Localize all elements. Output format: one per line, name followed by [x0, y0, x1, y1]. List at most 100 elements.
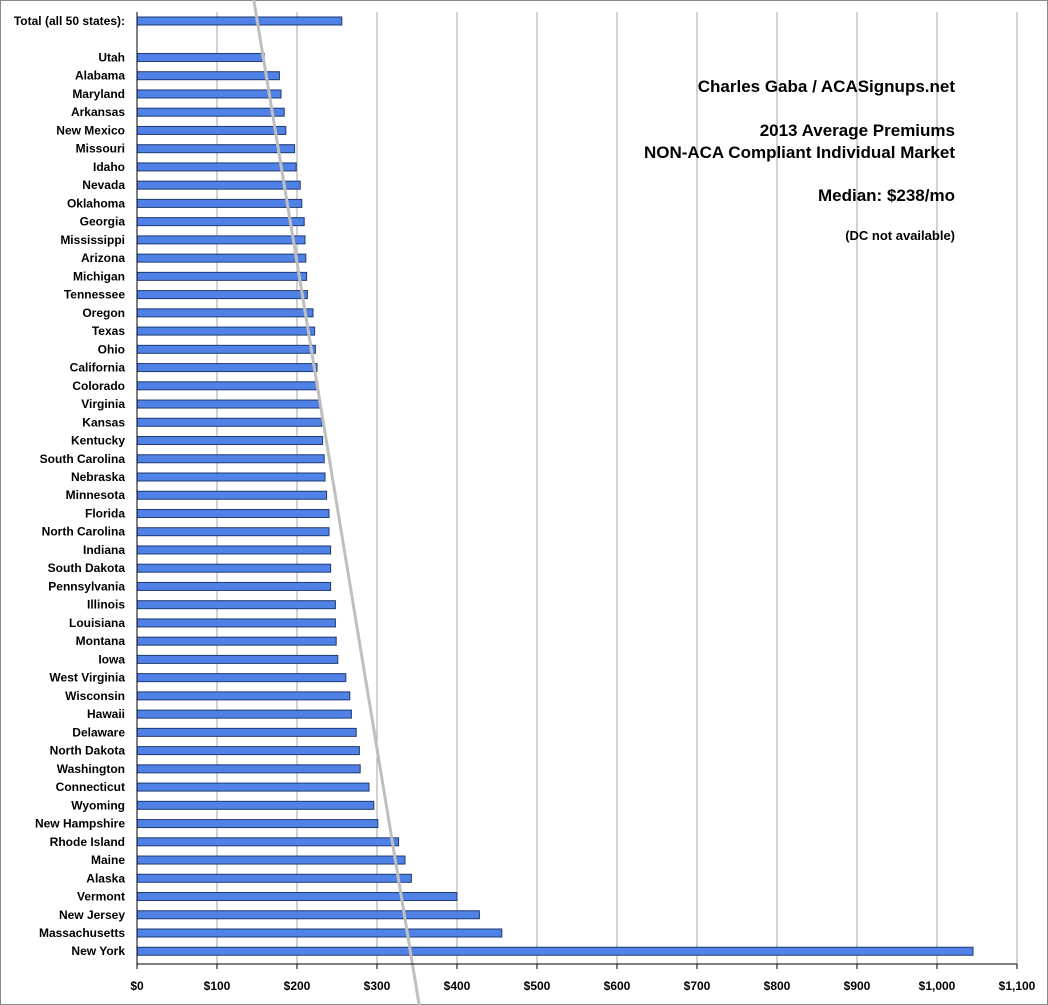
bar-maryland — [136, 89, 282, 99]
category-label: Kansas — [82, 415, 125, 429]
bar-minnesota — [136, 490, 328, 500]
bar-vermont — [136, 892, 458, 902]
category-label: Delaware — [72, 725, 125, 739]
category-label: Michigan — [73, 269, 125, 283]
category-label: West Virginia — [49, 671, 125, 685]
bar-virginia — [136, 399, 321, 409]
category-label: Mississippi — [60, 233, 125, 247]
category-label: New York — [71, 944, 125, 958]
category-label: Montana — [76, 634, 126, 648]
bar-alaska — [136, 873, 412, 883]
bar-iowa — [136, 654, 339, 664]
category-label: South Dakota — [48, 561, 126, 575]
bar-florida — [136, 508, 330, 518]
bar-arizona — [136, 253, 307, 263]
bar-oregon — [136, 308, 314, 318]
bar-louisiana — [136, 618, 336, 628]
category-label: North Dakota — [50, 744, 126, 758]
bar-hawaii — [136, 709, 352, 719]
category-label: Rhode Island — [50, 835, 125, 849]
bar-new-york — [136, 946, 974, 956]
heading-line-2: NON-ACA Compliant Individual Market — [644, 143, 955, 162]
category-label: Arizona — [81, 251, 125, 265]
bar-ohio — [136, 344, 316, 354]
x-tick-labels: $0 $100 $200 $300 $400 $500 $600 $700 $800 $900 $1… — [130, 979, 1035, 993]
bar-tennessee — [136, 290, 308, 300]
category-label: Oregon — [82, 306, 125, 320]
x-tick-label: $700 — [684, 979, 711, 993]
bar-north-dakota — [136, 746, 360, 756]
trend-line — [252, 0, 421, 1005]
category-label: Indiana — [83, 543, 125, 557]
category-label: Kentucky — [71, 434, 125, 448]
category-label: New Jersey — [59, 908, 125, 922]
bar-delaware — [136, 727, 357, 737]
x-tick-label: $1,100 — [999, 979, 1036, 993]
category-label: Minnesota — [66, 488, 126, 502]
category-label: Nevada — [82, 178, 125, 192]
x-tick-label: $1,000 — [919, 979, 956, 993]
category-label: Alabama — [75, 69, 125, 83]
category-label: New Mexico — [56, 123, 125, 137]
bar-south-carolina — [136, 454, 325, 464]
bar-north-carolina — [136, 527, 330, 537]
bar-utah — [136, 52, 265, 62]
bar-connecticut — [136, 782, 370, 792]
category-label: Washington — [57, 762, 125, 776]
category-label: Vermont — [77, 890, 125, 904]
category-label: Colorado — [72, 379, 125, 393]
category-label: Alaska — [86, 871, 125, 885]
bar-wyoming — [136, 800, 375, 810]
category-label: Tennessee — [64, 288, 125, 302]
category-label: Utah — [98, 50, 125, 64]
category-label: Maine — [91, 853, 125, 867]
category-label: Nebraska — [71, 470, 125, 484]
category-label: Idaho — [93, 160, 125, 174]
x-tick-label: $100 — [204, 979, 231, 993]
bar-west-virginia — [136, 673, 347, 683]
category-label: Massachusetts — [39, 926, 125, 940]
category-label: Oklahoma — [67, 196, 125, 210]
bar-mississippi — [136, 235, 306, 245]
x-tick-label: $900 — [844, 979, 871, 993]
x-tick-label: $600 — [604, 979, 631, 993]
category-label: Illinois — [87, 598, 125, 612]
bar-new-jersey — [136, 910, 480, 920]
dc-note: (DC not available) — [845, 228, 955, 243]
category-label: Missouri — [76, 142, 125, 156]
category-label: Arkansas — [71, 105, 125, 119]
bar-georgia — [136, 217, 305, 227]
bar-illinois — [136, 600, 336, 610]
x-tick-label: $400 — [444, 979, 471, 993]
bar-montana — [136, 636, 337, 646]
category-label: Pennsylvania — [48, 579, 125, 593]
bar-washington — [136, 764, 361, 774]
bar-maine — [136, 855, 406, 865]
bar-nebraska — [136, 472, 326, 482]
category-label: Texas — [92, 324, 125, 338]
trendline — [252, 0, 421, 1005]
axes — [136, 12, 1018, 969]
category-label: New Hampshire — [35, 817, 125, 831]
category-label: Georgia — [80, 215, 126, 229]
bars — [136, 16, 974, 956]
bar-new-hampshire — [136, 819, 379, 829]
category-labels: Total (all 50 states): Utah Alabama Marylan… — [14, 14, 125, 958]
category-label: North Carolina — [42, 525, 126, 539]
category-label: Hawaii — [87, 707, 125, 721]
x-tick-label: $0 — [130, 979, 144, 993]
category-label: California — [70, 361, 126, 375]
category-label: Wisconsin — [65, 689, 125, 703]
category-label: Virginia — [81, 397, 125, 411]
author-credit: Charles Gaba / ACASignups.net — [698, 77, 956, 96]
bar-idaho — [136, 162, 297, 172]
x-tick-label: $800 — [764, 979, 791, 993]
bar-kentucky — [136, 436, 324, 446]
bar-texas — [136, 326, 316, 336]
bar-rhode-island — [136, 837, 400, 847]
bar-kansas — [136, 417, 323, 427]
bar-wisconsin — [136, 691, 351, 701]
category-label: Louisiana — [69, 616, 125, 630]
bar-colorado — [136, 381, 319, 391]
